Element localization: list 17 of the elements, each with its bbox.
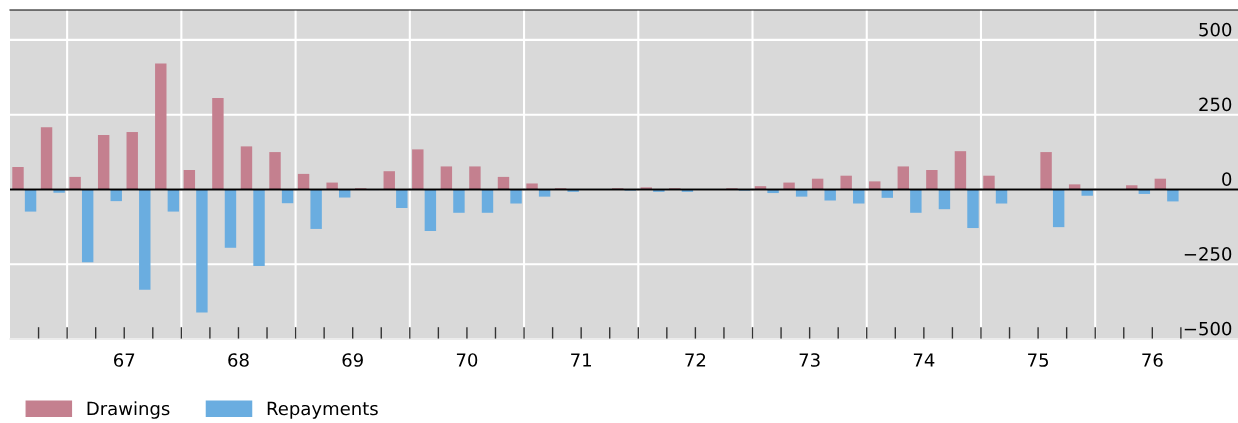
y-tick-label: −250 [1184,247,1232,261]
x-tick-label: 76 [1142,353,1163,367]
y-tick-label: −500 [1184,321,1232,336]
y-tick-label: 500 [1199,22,1232,37]
x-tick-label: 67 [114,353,135,367]
x-tick-label: 75 [1028,353,1048,367]
x-tick-label: 71 [571,353,591,367]
y-tick-label: 0 [1222,172,1232,186]
x-tick-label: 74 [913,353,935,367]
x-tick-label: 72 [685,353,706,367]
y-tick-label: 250 [1199,97,1232,112]
x-tick-label: 73 [799,353,820,367]
legend-label: Drawings [87,401,170,419]
x-tick-label: 70 [456,353,478,367]
x-tick-label: 69 [342,353,363,367]
legend-label: Repayments [267,401,378,419]
x-tick-label: 68 [228,353,249,367]
